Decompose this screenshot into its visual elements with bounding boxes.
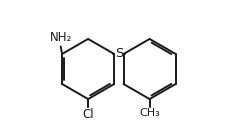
Text: CH₃: CH₃ <box>139 108 160 118</box>
Text: NH₂: NH₂ <box>50 31 72 44</box>
Text: Cl: Cl <box>82 108 94 121</box>
Text: S: S <box>115 47 123 60</box>
